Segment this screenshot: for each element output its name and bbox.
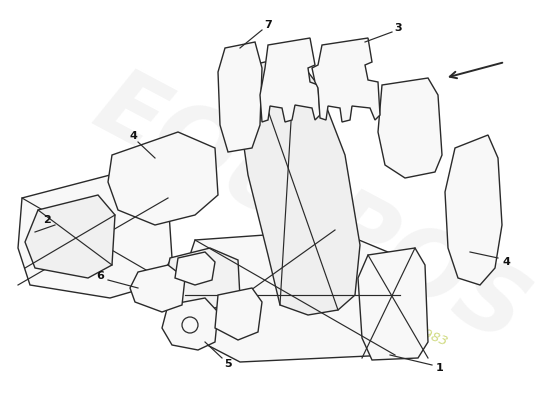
Text: 5: 5 bbox=[224, 359, 232, 369]
Polygon shape bbox=[175, 252, 215, 285]
Polygon shape bbox=[165, 248, 240, 308]
Polygon shape bbox=[445, 135, 502, 285]
Polygon shape bbox=[260, 38, 320, 122]
Text: 3: 3 bbox=[394, 23, 402, 33]
Polygon shape bbox=[25, 195, 115, 278]
Polygon shape bbox=[130, 265, 185, 312]
Polygon shape bbox=[378, 78, 442, 178]
Polygon shape bbox=[108, 132, 218, 225]
Polygon shape bbox=[218, 42, 262, 152]
Text: 2: 2 bbox=[43, 215, 51, 225]
Text: EQUIPOS: EQUIPOS bbox=[79, 58, 541, 362]
Polygon shape bbox=[215, 288, 262, 340]
Text: 7: 7 bbox=[264, 20, 272, 30]
Polygon shape bbox=[312, 38, 380, 122]
Text: 6: 6 bbox=[96, 271, 104, 281]
Polygon shape bbox=[162, 298, 218, 350]
Text: a partner for parts since 1983: a partner for parts since 1983 bbox=[261, 262, 449, 348]
Text: 1: 1 bbox=[436, 363, 444, 373]
Polygon shape bbox=[185, 230, 400, 362]
Text: 4: 4 bbox=[129, 131, 137, 141]
Text: 4: 4 bbox=[502, 257, 510, 267]
Polygon shape bbox=[358, 248, 428, 360]
Polygon shape bbox=[238, 55, 360, 315]
Circle shape bbox=[182, 317, 198, 333]
Polygon shape bbox=[18, 175, 172, 298]
